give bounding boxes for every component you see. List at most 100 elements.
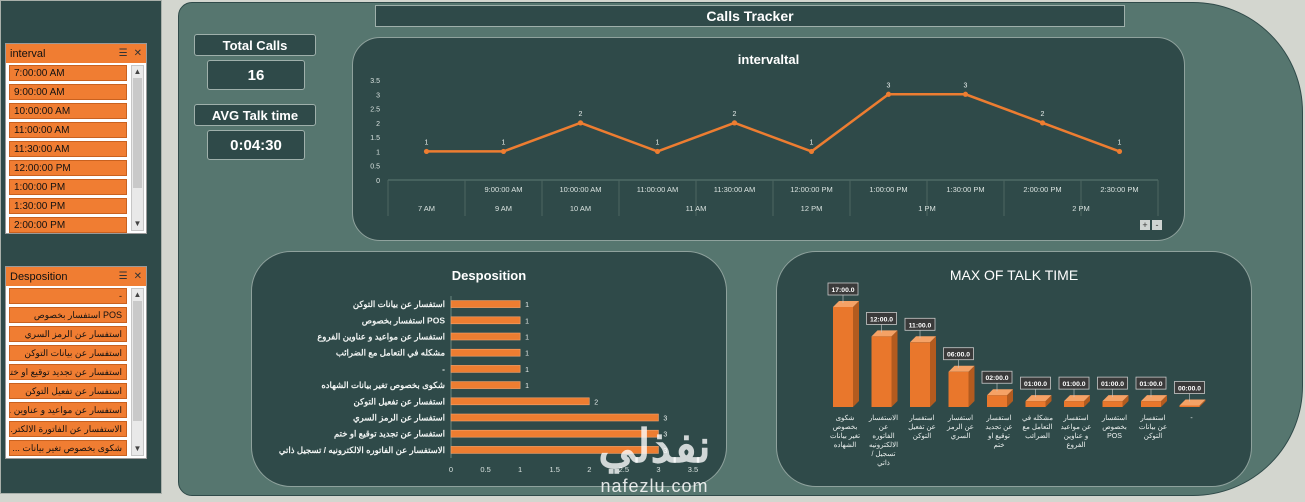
column-top xyxy=(987,389,1013,396)
slicer-strip: interval ☰ ✕ 7:00:00 AM 9:00:00 AM 10:00:0… xyxy=(0,0,162,494)
x-tick-label: 0 xyxy=(449,465,453,474)
data-point xyxy=(962,91,969,97)
data-label: 12:00.0 xyxy=(870,316,893,323)
scroll-thumb[interactable] xyxy=(133,78,142,188)
slicer-interval[interactable]: interval ☰ ✕ 7:00:00 AM 9:00:00 AM 10:00:0… xyxy=(5,43,147,234)
series-line xyxy=(426,93,1120,153)
category-label: التوكن xyxy=(913,432,932,440)
x-tick-label: 1:00:00 PM xyxy=(869,185,907,194)
slicer-desposition-item[interactable]: استفسار عن بيانات التوكن xyxy=(9,345,127,361)
desposition-bar-chart[interactable]: Desposition استفسار عن بيانات التوكن 1 است… xyxy=(251,251,727,487)
data-label: 3 xyxy=(663,448,667,455)
column-bar xyxy=(1179,405,1200,407)
category-label: مشكله في التعامل مع الضرائب xyxy=(336,348,446,359)
collapse-field-button[interactable]: - xyxy=(1152,220,1162,230)
chevron-down-icon[interactable]: ▼ xyxy=(133,219,142,228)
bar xyxy=(450,381,521,389)
watermark-arabic: نفذلي xyxy=(598,420,711,472)
max-talk-chart-title: MAX OF TALK TIME xyxy=(949,267,1079,283)
data-label: 3 xyxy=(663,432,667,439)
column-bar xyxy=(1141,401,1161,407)
category-label: - xyxy=(1190,415,1193,422)
category-label: تغير بيانات xyxy=(830,432,860,440)
column-top xyxy=(1141,395,1167,402)
slicer-interval-item[interactable]: 9:00:00 AM xyxy=(9,84,127,100)
slicer-interval-item[interactable]: 11:00:00 AM xyxy=(9,122,127,138)
slicer-desposition-header: Desposition ☰ ✕ xyxy=(6,267,146,286)
data-point xyxy=(500,148,507,155)
multi-select-icon[interactable]: ☰ xyxy=(118,271,128,282)
category-label: عن تفعيل xyxy=(908,423,936,431)
slicer-interval-item[interactable]: 12:00:00 PM xyxy=(9,160,127,176)
slicer-desposition-item[interactable]: استفسار عن تفعيل التوكن xyxy=(9,383,127,399)
x-group-label: 2 PM xyxy=(1072,204,1090,213)
clear-filter-icon[interactable]: ✕ xyxy=(133,48,142,59)
category-label: استفسار xyxy=(947,414,973,422)
data-label: 1 xyxy=(525,318,529,325)
data-label: 1 xyxy=(525,367,529,374)
slicer-desposition[interactable]: Desposition ☰ ✕ - POS استفسار بخصوص استفسا… xyxy=(5,266,147,459)
slicer-desposition-item[interactable]: الاستفسار عن الفاتورة الالكتر... xyxy=(9,421,127,437)
data-label: 1 xyxy=(1118,139,1122,146)
slicer-interval-item[interactable]: 2:00:00 PM xyxy=(9,217,127,233)
column-side xyxy=(968,365,975,407)
avg-talk-value: 0:04:30 xyxy=(207,130,305,160)
slicer-interval-item[interactable]: 1:00:00 PM xyxy=(9,179,127,195)
column-top xyxy=(1179,399,1206,406)
chevron-down-icon[interactable]: ▼ xyxy=(133,444,142,453)
x-tick-label: 2 xyxy=(587,465,591,474)
category-label: استفسار xyxy=(1062,414,1088,422)
x-tick-label: 11:00:00 AM xyxy=(637,185,679,194)
slicer-desposition-item[interactable]: استفسار عن تجديد توقيع او ختم xyxy=(9,364,127,380)
category-label: عن الرمز xyxy=(946,423,974,431)
watermark-latin: nafezlu.com xyxy=(600,476,709,496)
column-bar xyxy=(1025,401,1046,407)
data-label: 1 xyxy=(810,139,814,146)
expand-field-button[interactable]: + xyxy=(1140,220,1150,230)
column-side xyxy=(1045,395,1052,407)
data-label: 2 xyxy=(1041,111,1045,118)
x-tick-label: 2:00:00 PM xyxy=(1023,185,1061,194)
data-label: 1 xyxy=(656,139,660,146)
slicer-desposition-item[interactable]: شكوى بخصوص تغير بيانات ... xyxy=(9,440,127,456)
interval-line-chart[interactable]: intervaltal 0 0.5 1 1.5 2 2.5 3 3.5 9:00:00 AM 10… xyxy=(352,37,1185,241)
category-label: / تسجيل xyxy=(871,450,895,458)
category-label: الضرائب xyxy=(1025,432,1050,440)
slicer-interval-scrollbar[interactable]: ▲ ▼ xyxy=(131,65,144,231)
slicer-desposition-item[interactable]: - xyxy=(9,288,127,304)
slicer-interval-item[interactable]: 1:30:00 PM xyxy=(9,198,127,214)
scroll-thumb[interactable] xyxy=(133,301,142,421)
category-label: الالكترونيه xyxy=(869,441,898,449)
data-label: 2 xyxy=(579,111,583,118)
watermark-logo: نفذلي nafezlu.com xyxy=(572,420,737,498)
category-label: توقيع او xyxy=(987,432,1010,440)
clear-filter-icon[interactable]: ✕ xyxy=(133,271,142,282)
chevron-up-icon[interactable]: ▲ xyxy=(133,67,142,76)
x-tick-label: 2.5 xyxy=(619,465,629,474)
category-label: الفاتوره xyxy=(872,432,894,440)
slicer-interval-item[interactable]: 11:30:00 AM xyxy=(9,141,127,157)
bar xyxy=(450,446,659,454)
data-label: 00:00.0 xyxy=(1178,386,1201,393)
column-bar xyxy=(871,336,892,407)
max-talk-time-chart[interactable]: MAX OF TALK TIME 17:00.0 شكوى بخصوص تغير بي… xyxy=(776,251,1252,487)
column-top xyxy=(1064,395,1090,402)
category-label: بخصوص xyxy=(1102,424,1127,431)
slicer-desposition-scrollbar[interactable]: ▲ ▼ xyxy=(131,288,144,456)
data-label: 3 xyxy=(964,82,968,89)
chevron-up-icon[interactable]: ▲ xyxy=(133,290,142,299)
multi-select-icon[interactable]: ☰ xyxy=(118,48,128,59)
x-tick-label: 11:30:00 AM xyxy=(714,185,756,194)
slicer-interval-list: 7:00:00 AM 9:00:00 AM 10:00:00 AM 11:00:00 … xyxy=(6,63,146,233)
x-tick-label: 2:30:00 PM xyxy=(1100,185,1138,194)
x-tick-label: 3.5 xyxy=(688,465,698,474)
column-top xyxy=(910,336,936,343)
data-label: 01:00.0 xyxy=(1062,381,1085,388)
slicer-desposition-item[interactable]: POS استفسار بخصوص xyxy=(9,307,127,323)
slicer-interval-item[interactable]: 7:00:00 AM xyxy=(9,65,127,81)
bar xyxy=(450,316,521,325)
slicer-desposition-item[interactable]: استفسار عن مواعيد و عناوين ... xyxy=(9,402,127,418)
slicer-interval-item[interactable]: 10:00:00 AM xyxy=(9,103,127,119)
y-tick-label: 1 xyxy=(376,149,380,156)
slicer-desposition-item[interactable]: استفسار عن الرمز السري xyxy=(9,326,127,342)
